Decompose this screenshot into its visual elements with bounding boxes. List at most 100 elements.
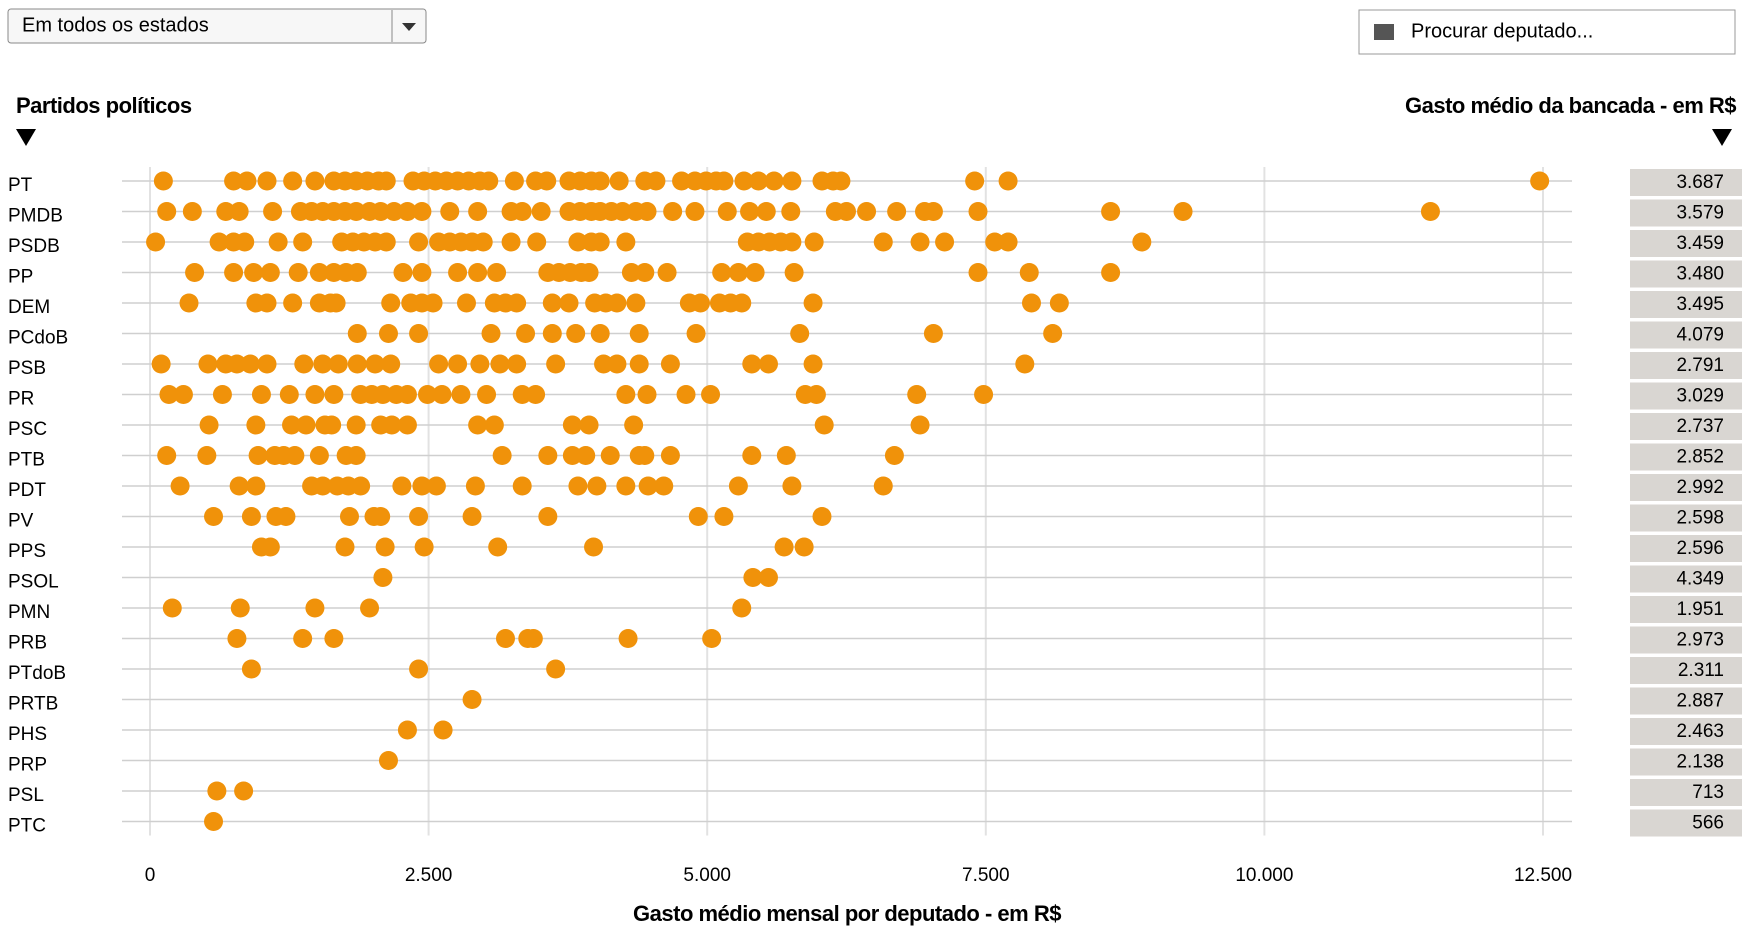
- dot: [477, 385, 497, 404]
- row-label: PTC: [8, 816, 46, 837]
- average-label: 2.791: [1676, 355, 1724, 376]
- average-box: [1630, 199, 1742, 227]
- dot: [745, 263, 765, 282]
- dot: [1101, 202, 1121, 221]
- x-tick-label: 10.000: [1235, 865, 1293, 886]
- dot: [288, 263, 308, 282]
- dot: [774, 537, 794, 557]
- x-tick-label: 7.500: [962, 865, 1010, 886]
- dot: [814, 415, 834, 435]
- dot: [197, 446, 217, 465]
- dot: [371, 507, 391, 526]
- row-label: PTdoB: [8, 663, 66, 684]
- dot: [487, 263, 507, 282]
- dot: [276, 507, 296, 526]
- dot: [527, 232, 547, 252]
- dot: [199, 415, 219, 435]
- dot: [153, 171, 173, 191]
- dot: [462, 507, 482, 526]
- dot: [409, 507, 429, 526]
- average-box: [1630, 413, 1742, 440]
- dot: [373, 568, 393, 587]
- dot: [282, 415, 302, 435]
- dot: [412, 476, 432, 496]
- dot: [590, 171, 610, 191]
- dot: [263, 202, 283, 221]
- dot: [412, 202, 432, 221]
- row-label: PMDB: [8, 206, 63, 227]
- dot: [240, 354, 260, 374]
- dot: [468, 202, 488, 221]
- dot: [162, 598, 182, 618]
- dot: [246, 476, 266, 496]
- average-box: [1630, 596, 1742, 623]
- dot: [616, 385, 636, 404]
- left-heading: Partidos políticos: [16, 93, 192, 118]
- dot: [285, 446, 305, 465]
- row-label: PMN: [8, 602, 50, 623]
- dot: [397, 415, 417, 435]
- dot: [701, 385, 721, 404]
- dot: [638, 476, 658, 496]
- search-box[interactable]: Procurar deputado...: [1358, 9, 1736, 55]
- dot: [624, 415, 644, 435]
- left-arrow: [16, 129, 36, 146]
- dot: [241, 507, 261, 526]
- dot: [371, 202, 391, 221]
- dot: [764, 171, 784, 191]
- dot: [743, 568, 763, 587]
- average-box: [1630, 443, 1742, 471]
- dot: [782, 232, 802, 252]
- right-heading: Gasto médio da bancada - em R$: [1405, 93, 1736, 118]
- row-label: PPS: [8, 541, 46, 562]
- x-axis-label: Gasto médio mensal por deputado - em R$: [633, 901, 1061, 926]
- row-label: PSDB: [8, 236, 60, 257]
- dot: [432, 385, 452, 404]
- dot: [146, 232, 166, 252]
- dot: [712, 263, 732, 282]
- dot: [507, 354, 527, 374]
- average-box: [1630, 535, 1742, 562]
- average-label: 566: [1692, 813, 1724, 834]
- dot: [381, 354, 401, 374]
- dot: [429, 354, 449, 374]
- search-input[interactable]: [1358, 9, 1736, 55]
- dot: [481, 324, 501, 343]
- dot: [490, 354, 510, 374]
- average-label: 2.852: [1676, 447, 1724, 468]
- dot: [409, 232, 429, 252]
- dot: [660, 446, 680, 465]
- average-box: [1630, 321, 1742, 349]
- dot: [566, 324, 586, 343]
- row-label: PRB: [8, 633, 47, 654]
- dot: [393, 263, 413, 282]
- dot: [384, 202, 404, 221]
- average-box: [1630, 352, 1742, 379]
- dot: [378, 324, 398, 343]
- row-label: PDT: [8, 480, 46, 501]
- state-select[interactable]: Em todos os estados: [7, 8, 427, 44]
- dot: [216, 202, 236, 221]
- dot: [234, 781, 254, 801]
- dot: [790, 324, 810, 343]
- dot: [758, 354, 778, 374]
- dot: [732, 598, 752, 618]
- dot: [157, 446, 177, 465]
- dot: [516, 324, 536, 343]
- dot: [686, 324, 706, 343]
- dot: [1019, 263, 1039, 282]
- dot: [365, 354, 385, 374]
- dot: [873, 476, 893, 496]
- average-box: [1630, 565, 1742, 593]
- dot: [546, 354, 566, 374]
- dot: [251, 385, 271, 404]
- dot: [397, 202, 417, 221]
- dot: [607, 354, 627, 374]
- dot: [742, 446, 762, 465]
- select-box[interactable]: [7, 8, 427, 44]
- dot: [309, 446, 329, 465]
- dot: [685, 202, 705, 221]
- x-tick-label: 12.500: [1514, 865, 1572, 886]
- dot: [346, 202, 366, 221]
- dot: [857, 202, 877, 221]
